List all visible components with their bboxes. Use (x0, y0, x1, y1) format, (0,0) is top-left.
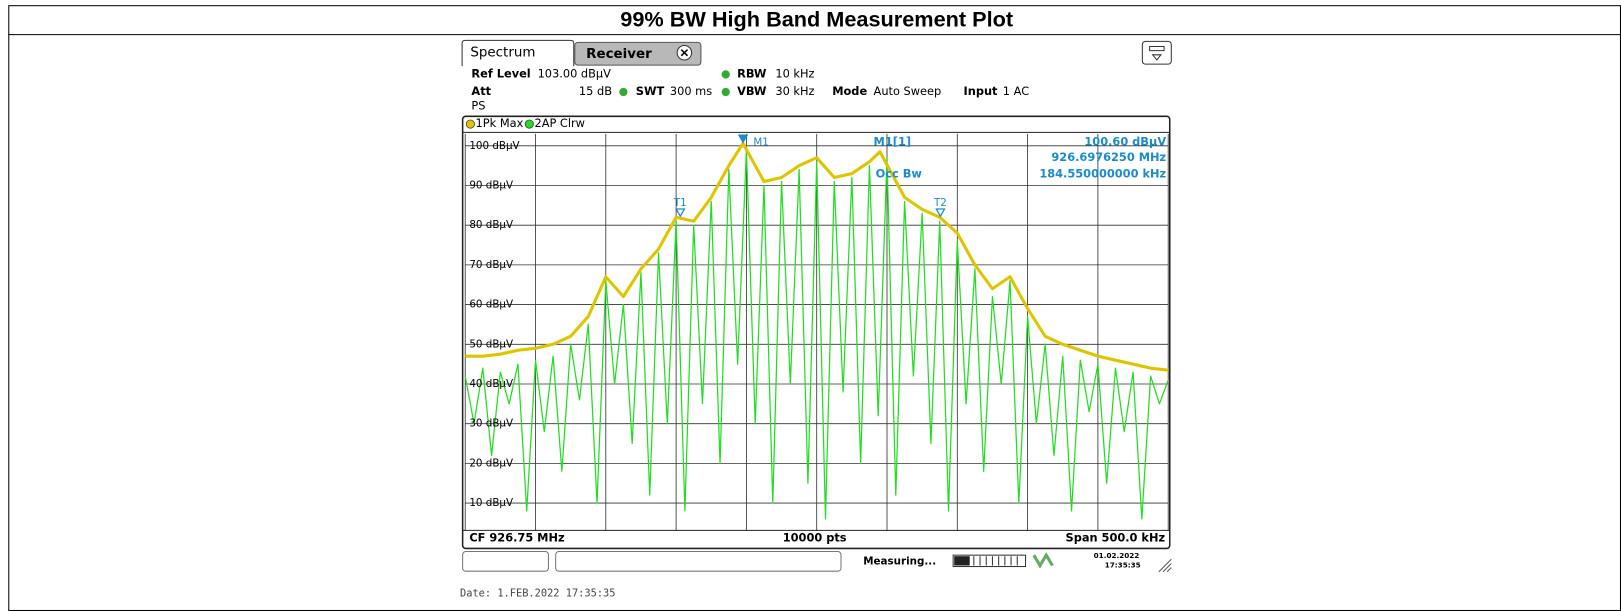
status-state: Measuring... (863, 555, 936, 567)
status-field (462, 551, 549, 572)
indicator (721, 87, 730, 97)
date-line: Date: 1.FEB.2022 17:35:35 (460, 587, 615, 599)
progress-ticks (973, 556, 1018, 566)
y-tick-label: 90 dBµV (469, 179, 513, 191)
status-date: 01.02.2022 (1094, 551, 1140, 560)
footer-text: 10000 pts (783, 531, 847, 545)
y-tick-label: 50 dBµV (469, 338, 513, 350)
lxi-icon (1032, 552, 1054, 569)
marker (675, 208, 686, 218)
indicator (619, 87, 628, 97)
setting-value: 1 AC (1003, 84, 1029, 98)
marker-label: M1 (753, 136, 768, 148)
title: 99% BW High Band Measurement Plot (620, 6, 1013, 31)
setting-label: Ref Level (471, 66, 530, 80)
marker-info: 184.550000000 kHz (1039, 167, 1166, 181)
legend-swatch (524, 119, 534, 129)
y-tick-label: 10 dBµV (469, 497, 513, 509)
menu-glyph (1149, 46, 1165, 61)
y-tick-label: 20 dBµV (469, 457, 513, 469)
y-tick-label: 30 dBµV (469, 418, 513, 430)
marker-info: Occ Bw (876, 167, 923, 181)
setting-label: Input (964, 84, 999, 98)
setting-value: 300 ms (670, 84, 712, 98)
trace (465, 141, 1169, 372)
status-field (555, 551, 842, 572)
setting-value: 30 kHz (775, 84, 814, 98)
marker-label: T1 (673, 197, 687, 209)
setting-label: Att (471, 84, 491, 98)
progress-fill (954, 556, 970, 566)
status-time: 17:35:35 (1105, 561, 1141, 570)
marker-info: 100.60 dBµV (1084, 135, 1166, 149)
resize-grip (1158, 558, 1172, 573)
tab-label: Receiver (586, 47, 652, 62)
close-x (680, 49, 689, 57)
y-tick-label: 40 dBµV (469, 378, 513, 390)
marker-label: T2 (933, 197, 947, 209)
tab-active[interactable] (461, 39, 575, 67)
indicator (721, 70, 730, 79)
table-border (8, 5, 1621, 611)
setting-label: VBW (737, 84, 767, 98)
setting-value: 103.00 dBµV (538, 66, 612, 80)
trace (464, 149, 1169, 520)
setting-value: PS (471, 98, 485, 112)
setting-label: RBW (737, 66, 767, 80)
marker-info: M1[1] (874, 135, 912, 149)
legend-label: 1Pk Max (476, 116, 524, 130)
y-tick-label: 70 dBµV (469, 259, 513, 271)
footer-text: CF 926.75 MHz (469, 531, 565, 545)
plot-frame (461, 115, 1171, 550)
marker (737, 134, 749, 144)
setting-value: 10 kHz (775, 66, 814, 80)
progress-bar (952, 554, 1027, 568)
tab-label: Spectrum (470, 46, 535, 61)
footer-text: Span 500.0 kHz (1066, 531, 1166, 545)
y-tick-label: 100 dBµV (469, 140, 519, 152)
marker-info: 926.6976250 MHz (1051, 150, 1166, 164)
setting-value: Auto Sweep (874, 84, 942, 98)
legend-swatch (465, 119, 475, 129)
plot-area: 100 dBµV 90 dBµV 80 dBµV 70 dBµV 60 dBµV 50 d… (464, 133, 1169, 531)
y-tick-label: 60 dBµV (469, 299, 513, 311)
setting-value: 15 dB (579, 84, 612, 98)
tab[interactable] (574, 41, 702, 66)
y-tick-label: 80 dBµV (469, 219, 513, 231)
setting-label: SWT (636, 84, 665, 98)
marker (935, 208, 946, 218)
legend-label: 2AP Clrw (534, 116, 585, 130)
setting-label: Mode (832, 84, 867, 98)
